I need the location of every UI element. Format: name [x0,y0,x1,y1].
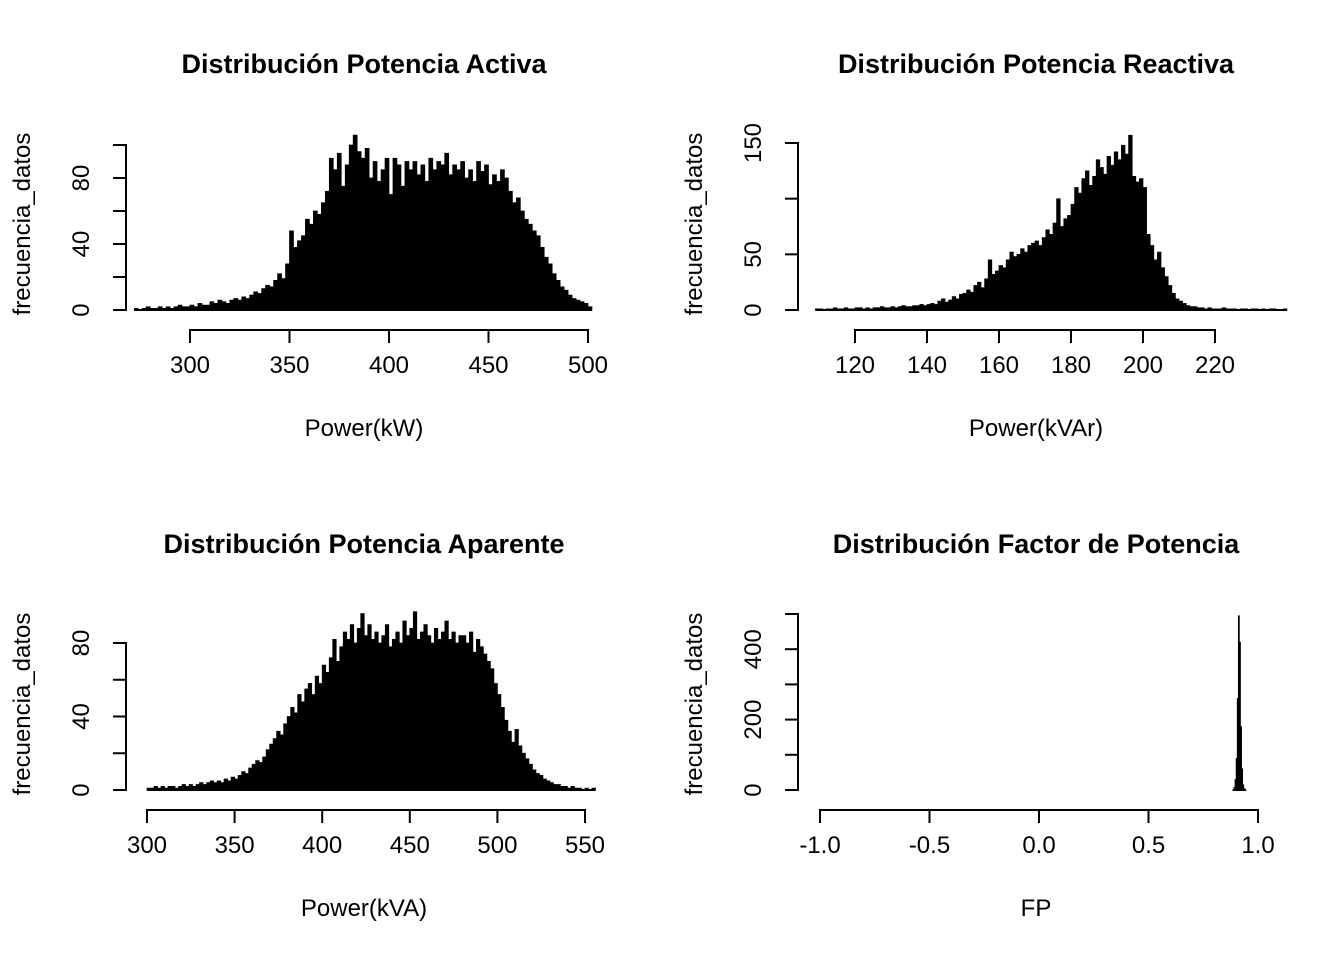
y-tick-label: 0 [68,303,95,316]
histogram-panel-potencia-activa: Distribución Potencia Activa frecuencia_… [0,0,672,480]
x-tick-label: 120 [835,352,875,379]
x-tick-label: 550 [565,832,605,859]
chart-title: Distribución Potencia Reactiva [837,49,1235,79]
histogram-bars [146,611,596,791]
histogram-panel-potencia-reactiva: Distribución Potencia Reactiva frecuenci… [672,0,1344,480]
x-tick-label: 0.0 [1022,832,1055,859]
y-tick-label: 0 [740,783,767,796]
y-tick-label: 40 [68,703,95,730]
y-tick-label: 40 [68,231,95,258]
y-tick-label: 80 [68,165,95,192]
x-tick-label: 0.5 [1132,832,1165,859]
x-tick-label: 400 [302,832,342,859]
histogram-bars [815,134,1288,311]
histogram-canvas: -1.0 -0.5 0.0 0.5 1.0 0 200 400 [740,613,1275,859]
x-tick-label: -0.5 [909,832,950,859]
x-tick-label: 1.0 [1241,832,1274,859]
x-tick-label: 500 [477,832,517,859]
x-axis-label: FP [1020,895,1052,922]
histogram-bars [1232,615,1247,791]
chart-title: Distribución Potencia Activa [181,49,547,79]
x-tick-label: 400 [369,352,409,379]
x-tick-label: 180 [1051,352,1091,379]
histogram-canvas: 300 350 400 450 500 550 0 40 80 [68,611,605,859]
histogram-panel-factor-de-potencia: Distribución Factor de Potencia frecuenc… [672,480,1344,960]
x-tick-label: 300 [127,832,167,859]
x-tick-label: 200 [1123,352,1163,379]
histogram-canvas: 300 350 400 450 500 0 40 80 [68,134,608,379]
chart-title: Distribución Factor de Potencia [832,529,1240,559]
x-tick-label: 220 [1195,352,1235,379]
x-tick-label: 450 [390,832,430,859]
x-axis-label: Power(kVAr) [968,415,1104,442]
y-tick-label: 0 [740,303,767,316]
y-tick-label: 0 [68,783,95,796]
chart-title: Distribución Potencia Aparente [163,529,565,559]
x-tick-label: 450 [468,352,508,379]
histogram-bars [133,134,593,311]
y-tick-label: 80 [68,630,95,657]
y-tick-label: 150 [740,123,767,163]
x-tick-label: -1.0 [799,832,840,859]
x-tick-label: 350 [215,832,255,859]
x-tick-label: 140 [907,352,947,379]
x-tick-label: 350 [269,352,309,379]
x-tick-label: 160 [979,352,1019,379]
histogram-panel-potencia-aparente: Distribución Potencia Aparente frecuenci… [0,480,672,960]
y-tick-label: 400 [740,629,767,669]
y-tick-label: 200 [740,700,767,740]
y-tick-label: 50 [740,241,767,268]
x-tick-label: 300 [170,352,210,379]
x-axis-label: Power(kVA) [300,895,428,922]
histogram-canvas: 120 140 160 180 200 220 0 50 150 [740,123,1288,379]
x-tick-label: 500 [568,352,608,379]
x-axis-label: Power(kW) [304,415,424,442]
